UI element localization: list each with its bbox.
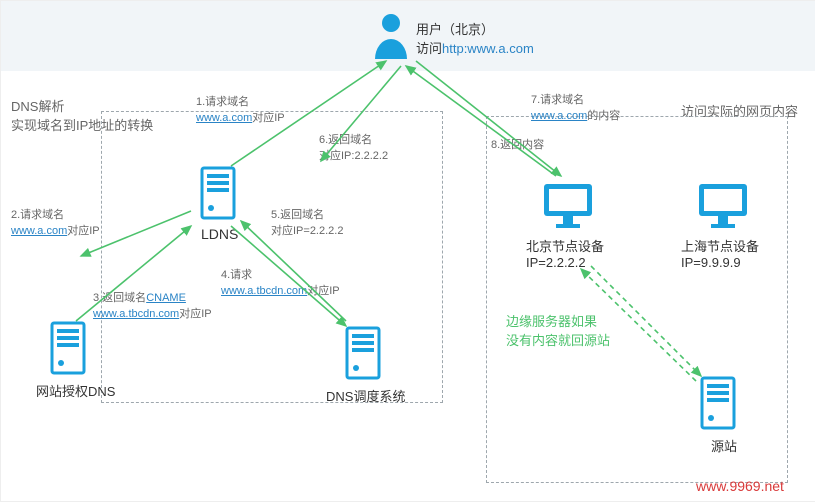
left-group-box [101, 111, 443, 403]
sched-dns-label: DNS调度系统 [326, 386, 405, 405]
diagram-stage: 用户（北京）访问http:www.a.comDNS解析实现域名到IP地址的转换访… [0, 0, 815, 502]
fallback-note: 边缘服务器如果没有内容就回源站 [506, 311, 610, 349]
step-4: 4.请求www.a.tbcdn.com对应IP [221, 266, 340, 298]
step-7: 7.请求域名www.a.com的内容 [531, 91, 620, 123]
step-1: 1.请求域名www.a.com对应IP [196, 93, 285, 125]
step-3: 3.返回域名CNAMEwww.a.tbcdn.com对应IP [93, 289, 212, 321]
origin-label: 源站 [711, 436, 737, 455]
right-group-box [486, 116, 788, 483]
watermark: www.9969.net [696, 478, 784, 494]
user-label: 用户（北京）访问http:www.a.com [416, 19, 534, 57]
header-band [1, 1, 815, 71]
auth-dns-label: 网站授权DNS [36, 381, 115, 400]
ldns-label: LDNS [201, 226, 238, 242]
shanghai-node-label: 上海节点设备IP=9.9.9.9 [681, 236, 759, 270]
step-8: 8.返回内容 [491, 136, 544, 152]
step-6: 6.返回域名对应IP:2.2.2.2 [319, 131, 388, 163]
step-5: 5.返回域名对应IP=2.2.2.2 [271, 206, 343, 238]
beijing-node-label: 北京节点设备IP=2.2.2.2 [526, 236, 604, 270]
step-2: 2.请求域名www.a.com对应IP [11, 206, 100, 238]
